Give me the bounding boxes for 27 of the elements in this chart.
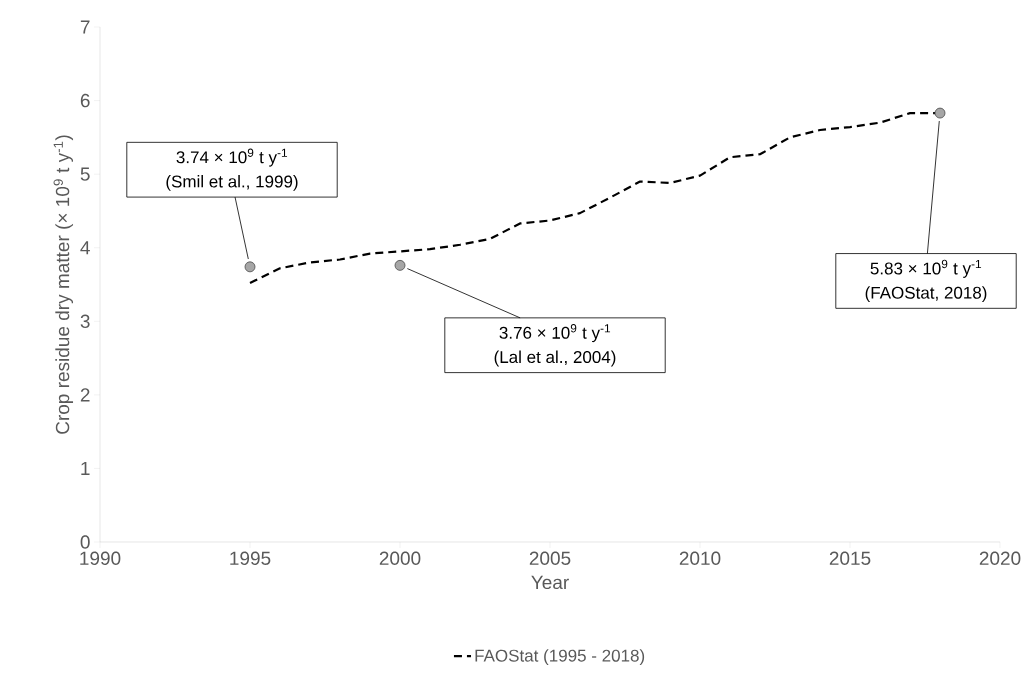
x-tick-label: 2005 — [529, 551, 571, 565]
point — [244, 261, 256, 273]
annotation: 5.83 × 10$^{9}$ t y$^{-1}$ — [870, 259, 982, 278]
point — [394, 259, 406, 271]
point — [934, 107, 946, 119]
annotation: (Smil et al., 1999) — [166, 175, 298, 191]
x-tick-label: 1995 — [230, 551, 271, 565]
y-tick-label: 2 — [80, 388, 90, 402]
x-tick-label: 2010 — [679, 551, 721, 565]
x-axis-title: Year — [531, 575, 569, 590]
x-tick-label: 2000 — [379, 551, 421, 565]
y-axis-title: Crop residue dry matter (× 10$^{9}$ t y$^{-1}$) — [53, 135, 74, 434]
y-tick-label: 7 — [80, 20, 90, 34]
y-tick-label: 5 — [80, 167, 90, 181]
x-tick-label: 2020 — [979, 551, 1021, 565]
annotation: 3.76 × 10$^{9}$ t y$^{-1}$ — [499, 324, 611, 343]
annotation: (Lal et al., 2004) — [494, 350, 616, 367]
legend-label: FAOStat (1995 - 2018) — [475, 649, 645, 666]
y-tick-label: 0 — [80, 535, 90, 549]
x-tick-label: 1990 — [80, 551, 121, 565]
y-tick-label: 3 — [80, 314, 90, 329]
y-tick-label: 6 — [80, 93, 90, 108]
annotation: (FAOStat, 2018) — [865, 286, 987, 303]
y-tick-label: 4 — [80, 241, 90, 255]
x-tick-label: 2015 — [829, 551, 871, 565]
y-tick-label: 1 — [81, 461, 90, 475]
annotation: 3.74 × 10$^{9}$ t y$^{-1}$ — [176, 148, 288, 167]
